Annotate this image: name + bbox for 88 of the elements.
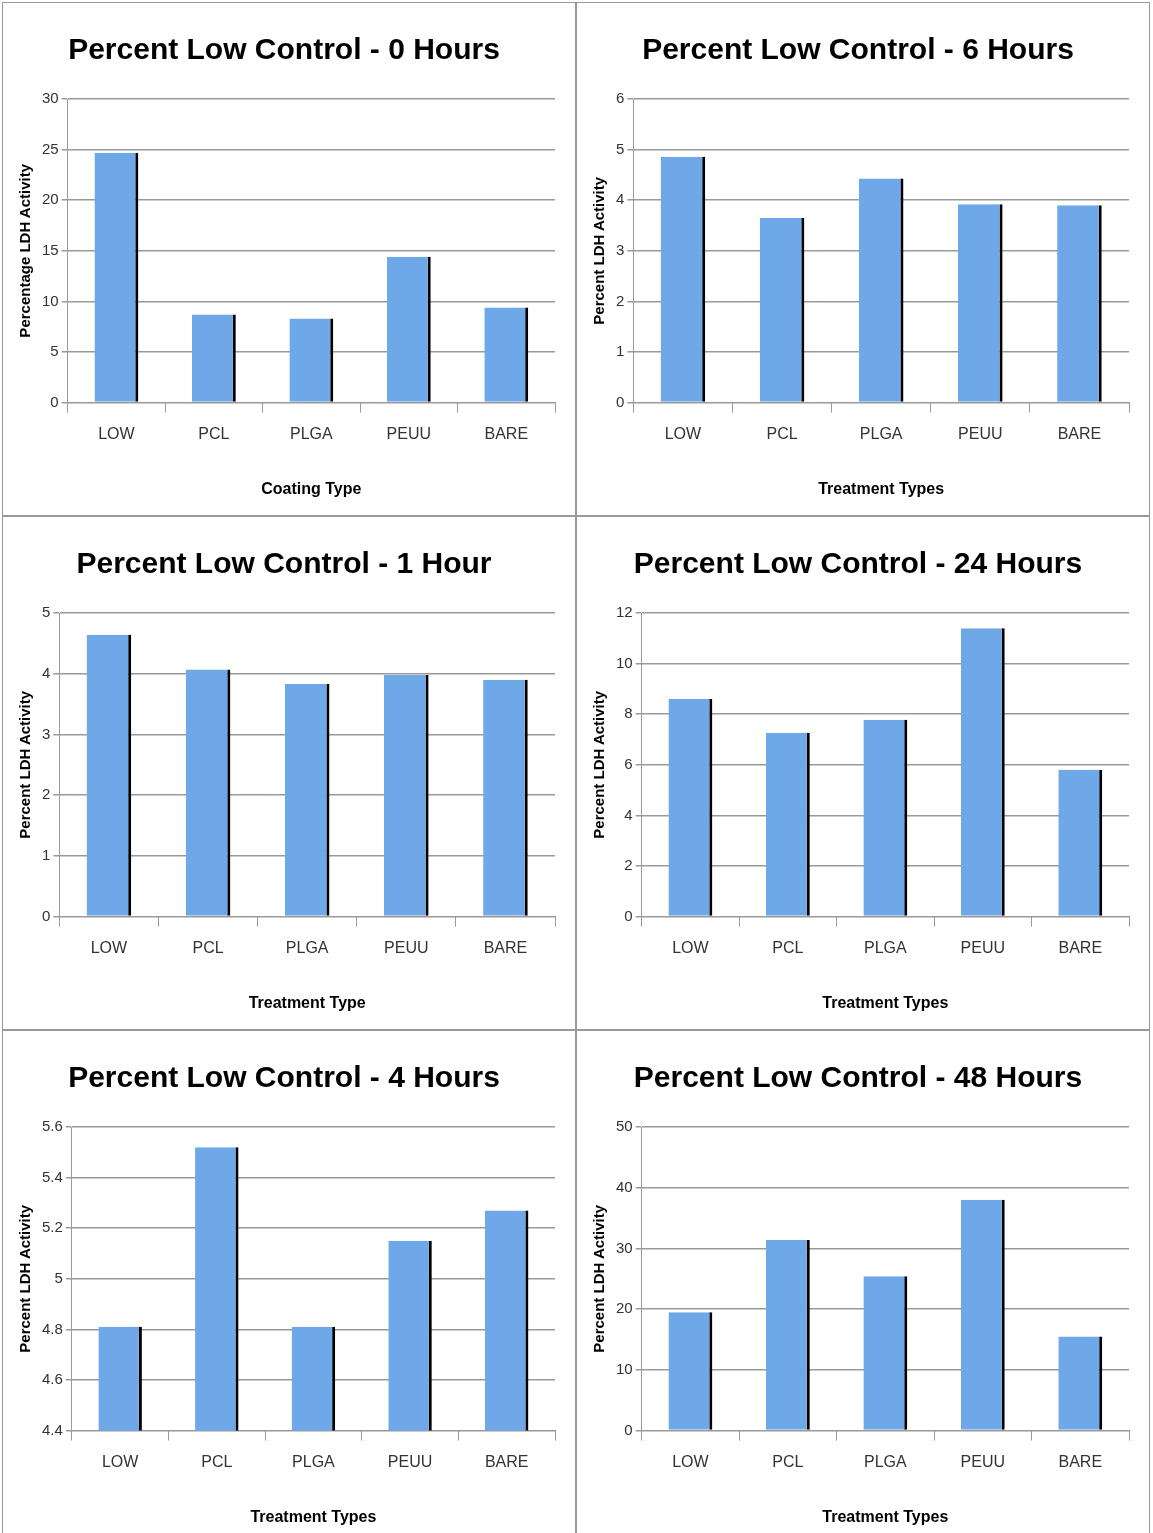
y-axis-title: Percentage LDH Activity (16, 163, 34, 338)
x-tick-label: PCL (192, 938, 224, 956)
y-tick-label: 4.6 (41, 1370, 63, 1388)
y-tick-label: 2 (624, 856, 633, 874)
x-axis-title: Treatment Types (250, 1507, 377, 1525)
y-tick-label: 15 (42, 240, 59, 258)
y-tick-label: 5 (54, 1268, 63, 1286)
x-tick-label: PLGA (292, 1452, 336, 1470)
y-tick-label: 2 (616, 291, 625, 309)
x-tick-label: LOW (672, 938, 710, 956)
y-tick-label: 25 (42, 139, 59, 157)
x-tick-label: PLGA (864, 938, 908, 956)
chart-title: Percent Low Control - 6 Hours (642, 32, 1074, 66)
y-tick-label: 10 (42, 291, 59, 309)
x-tick-label: PCL (772, 938, 804, 956)
y-tick-label: 5.2 (41, 1218, 63, 1236)
y-tick-label: 5.6 (41, 1117, 63, 1135)
x-tick-label: PEUU (958, 424, 1003, 442)
y-tick-label: 30 (42, 89, 59, 107)
y-tick-label: 6 (616, 89, 625, 107)
y-tick-label: 5 (616, 139, 625, 157)
x-tick-label: BARE (483, 938, 528, 956)
y-tick-label: 2 (42, 785, 51, 803)
y-tick-label: 1 (42, 846, 51, 864)
x-tick-label: BARE (1057, 424, 1102, 442)
x-tick-label: LOW (98, 424, 136, 442)
y-axis-title: Percent LDH Activity (16, 690, 34, 839)
x-tick-label: LOW (90, 938, 129, 956)
y-tick-label: 5.4 (41, 1167, 63, 1185)
y-tick-label: 20 (42, 190, 59, 208)
x-tick-label: PEUU (384, 938, 429, 956)
y-tick-label: 4 (616, 190, 625, 208)
x-tick-label: LOW (672, 1452, 710, 1470)
y-tick-label: 5 (42, 603, 51, 621)
y-tick-label: 1 (616, 342, 625, 360)
x-tick-label: PLGA (864, 1452, 908, 1470)
x-tick-label: BARE (1058, 938, 1103, 956)
x-tick-label: PLGA (290, 424, 334, 442)
y-axis-title: Percent LDH Activity (590, 690, 608, 839)
chart-title: Percent Low Control - 1 Hour (76, 546, 492, 580)
x-tick-label: LOW (664, 424, 703, 442)
x-axis-title: Treatment Types (818, 479, 945, 497)
x-tick-label: BARE (484, 424, 529, 442)
y-tick-label: 12 (616, 603, 633, 621)
y-axis-title: Percent LDH Activity (590, 1204, 608, 1353)
y-tick-label: 0 (624, 1420, 633, 1438)
x-axis-title: Treatment Type (248, 993, 366, 1011)
x-tick-label: PCL (201, 1452, 233, 1470)
x-tick-label: PLGA (859, 424, 903, 442)
y-tick-label: 0 (616, 392, 625, 410)
x-axis-title: Treatment Types (822, 993, 949, 1011)
x-tick-label: PLGA (285, 938, 329, 956)
x-tick-label: PCL (198, 424, 230, 442)
x-tick-label: LOW (101, 1452, 140, 1470)
x-tick-label: PCL (772, 1452, 804, 1470)
x-tick-label: PEUU (960, 1452, 1006, 1470)
x-tick-label: PCL (766, 424, 798, 442)
y-tick-label: 3 (616, 240, 625, 258)
x-tick-label: PEUU (387, 1452, 433, 1470)
y-tick-label: 3 (42, 724, 51, 742)
x-tick-label: BARE (484, 1452, 529, 1470)
y-tick-label: 50 (616, 1117, 633, 1135)
y-tick-label: 4.4 (41, 1420, 63, 1438)
y-tick-label: 0 (50, 392, 59, 410)
chart-title: Percent Low Control - 0 Hours (68, 32, 500, 66)
chart-title: Percent Low Control - 24 Hours (633, 546, 1083, 580)
x-axis-title: Treatment Types (822, 1507, 949, 1525)
y-axis-title: Percent LDH Activity (590, 176, 608, 325)
y-tick-label: 4 (624, 805, 633, 823)
y-tick-label: 0 (624, 906, 633, 924)
y-tick-label: 0 (42, 906, 51, 924)
x-tick-label: PEUU (386, 424, 432, 442)
y-tick-label: 5 (50, 342, 59, 360)
y-tick-label: 10 (616, 1360, 633, 1378)
y-tick-label: 40 (616, 1177, 633, 1195)
y-tick-label: 4.8 (41, 1319, 63, 1337)
y-tick-label: 30 (616, 1238, 633, 1256)
x-tick-label: BARE (1058, 1452, 1103, 1470)
y-axis-title: Percent LDH Activity (16, 1204, 34, 1353)
y-tick-label: 10 (616, 653, 633, 671)
x-tick-label: PEUU (960, 938, 1006, 956)
y-tick-label: 4 (42, 663, 51, 681)
y-tick-label: 8 (624, 704, 633, 722)
chart-title: Percent Low Control - 48 Hours (633, 1060, 1083, 1094)
y-tick-label: 6 (624, 754, 633, 772)
y-tick-label: 20 (616, 1299, 633, 1317)
x-axis-title: Coating Type (261, 479, 362, 497)
chart-title: Percent Low Control - 4 Hours (68, 1060, 500, 1094)
